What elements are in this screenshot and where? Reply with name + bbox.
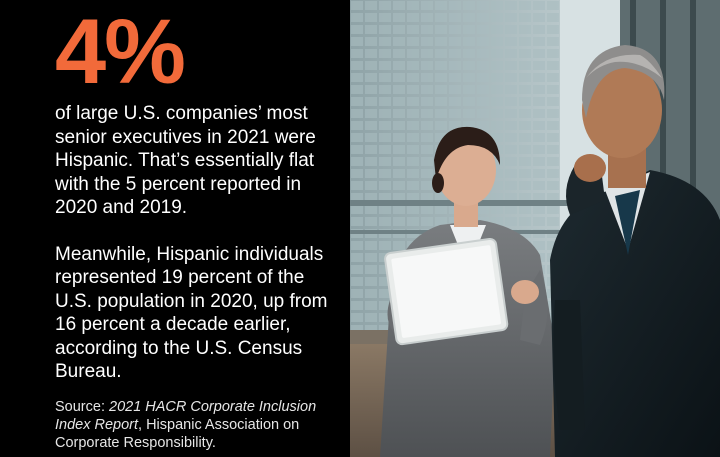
stat-description: of large U.S. companies’ most senior exe… — [55, 103, 316, 218]
source-report-title: 2021 HACR Corporate Inclusion Index Repo… — [55, 398, 317, 433]
population-context: Meanwhile, Hispanic individuals represen… — [55, 243, 328, 383]
source-citation: Source: 2021 HACR Corporate Inclusion In… — [55, 398, 340, 452]
business-people-photo — [350, 0, 720, 457]
source-organization: , Hispanic Association on Corporate Resp… — [55, 416, 300, 451]
source-prefix: Source: — [55, 398, 109, 415]
headline-statistic: 4% — [55, 1, 186, 103]
photo-panel — [350, 0, 720, 457]
text-panel: 4% of large U.S. companies’ most senior … — [0, 0, 350, 457]
